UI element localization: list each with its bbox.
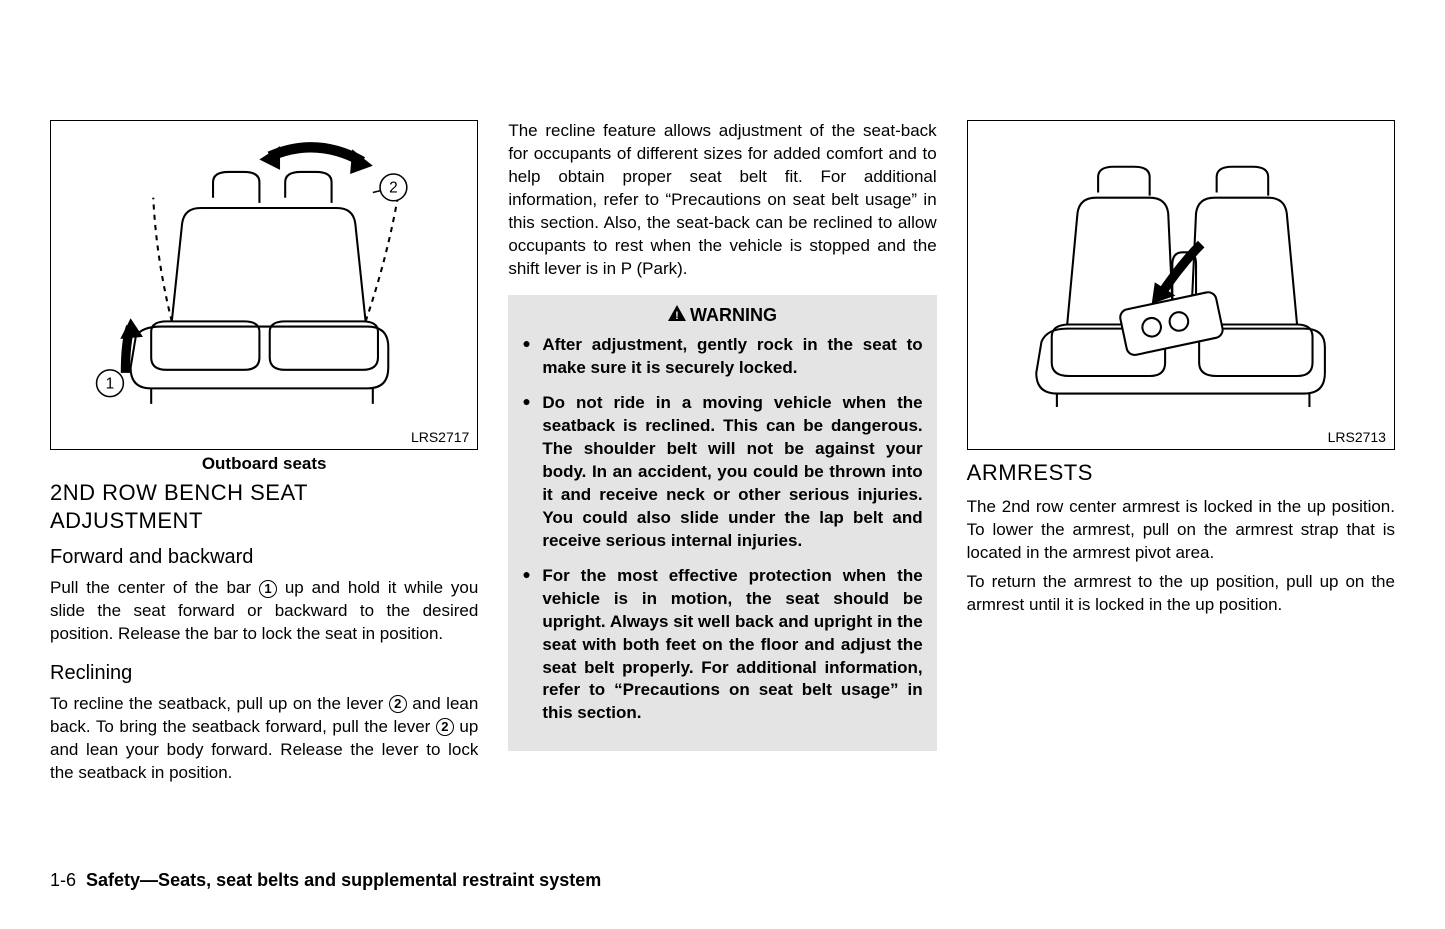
figure-caption-1: Outboard seats (50, 454, 478, 474)
subhead-forward-backward: Forward and backward (50, 546, 478, 569)
page-number: 1-6 (50, 870, 76, 890)
section-title: Safety—Seats, seat belts and supplementa… (86, 870, 601, 890)
para-forward-backward: Pull the center of the bar 1 up and hold… (50, 577, 478, 646)
column-1: 1 2 LRS2717 Outboard seats 2ND ROW BENCH… (50, 120, 478, 791)
figure-code-2: LRS2713 (1328, 429, 1386, 445)
warning-label: WARNING (690, 305, 777, 325)
column-2: The recline feature allows adjustment of… (508, 120, 936, 791)
armrest-para-2: To return the armrest to the up position… (967, 571, 1395, 617)
warning-box: ! WARNING After adjustment, gently rock … (508, 295, 936, 752)
figure-code-1: LRS2717 (411, 429, 469, 445)
warning-triangle-icon: ! (668, 305, 686, 326)
seat-recline-illustration: 1 2 (77, 141, 452, 430)
svg-text:!: ! (675, 310, 679, 321)
callout-2b: 2 (436, 718, 454, 736)
page-content: 1 2 LRS2717 Outboard seats 2ND ROW BENCH… (0, 0, 1445, 811)
warning-item-1: After adjustment, gently rock in the sea… (522, 334, 922, 380)
svg-text:2: 2 (389, 179, 398, 196)
column-3: LRS2713 ARMRESTS The 2nd row center armr… (967, 120, 1395, 791)
warning-header: ! WARNING (522, 305, 922, 327)
heading-2nd-row-line1: 2ND ROW BENCH SEAT (50, 480, 478, 506)
heading-armrests: ARMRESTS (967, 460, 1395, 486)
callout-2a: 2 (389, 695, 407, 713)
para-a-pre: Pull the center of the bar (50, 578, 259, 597)
para-b-pre: To recline the seatback, pull up on the … (50, 694, 389, 713)
para-reclining: To recline the seatback, pull up on the … (50, 693, 478, 785)
page-footer: 1-6 Safety—Seats, seat belts and supplem… (50, 870, 601, 891)
callout-1: 1 (259, 580, 277, 598)
figure-outboard-seats: 1 2 LRS2717 (50, 120, 478, 450)
warning-list: After adjustment, gently rock in the sea… (522, 334, 922, 725)
warning-item-3: For the most effective protection when t… (522, 565, 922, 726)
svg-text:1: 1 (105, 375, 114, 392)
heading-2nd-row-line2: ADJUSTMENT (50, 508, 478, 534)
armrest-illustration (993, 141, 1368, 430)
recline-intro: The recline feature allows adjustment of… (508, 120, 936, 281)
subhead-reclining: Reclining (50, 662, 478, 685)
warning-item-2: Do not ride in a moving vehicle when the… (522, 392, 922, 553)
armrest-para-1: The 2nd row center armrest is locked in … (967, 496, 1395, 565)
figure-armrest: LRS2713 (967, 120, 1395, 450)
